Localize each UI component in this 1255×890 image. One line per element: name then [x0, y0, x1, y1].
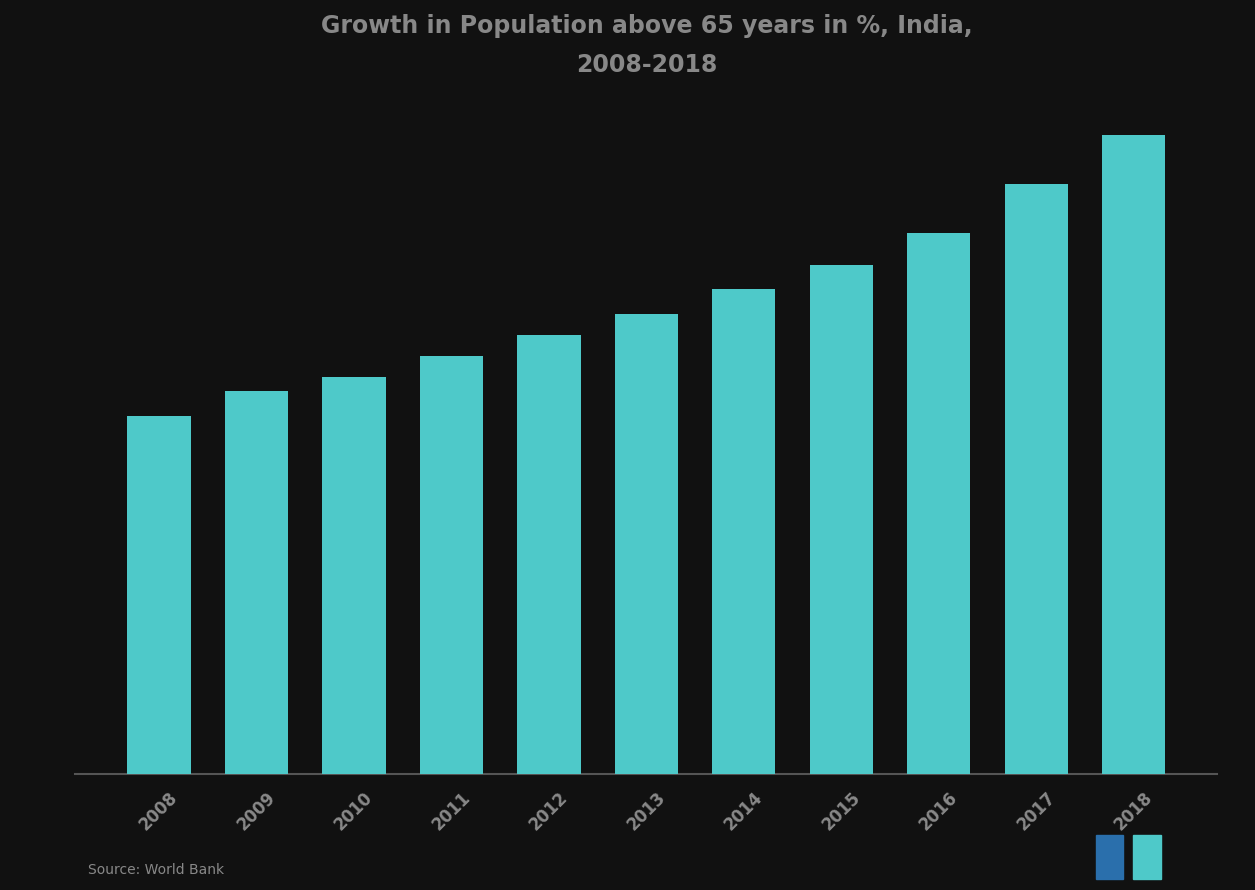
Bar — [907, 233, 970, 774]
Title: Growth in Population above 65 years in %, India,
2008-2018: Growth in Population above 65 years in %… — [320, 14, 973, 77]
Bar — [712, 289, 776, 774]
Polygon shape — [1133, 835, 1161, 878]
Text: Source: World Bank: Source: World Bank — [88, 862, 223, 877]
Bar — [127, 416, 191, 774]
Bar — [1102, 135, 1166, 774]
Bar — [809, 265, 873, 774]
Bar — [517, 336, 581, 774]
Bar — [1004, 184, 1068, 774]
Bar — [615, 314, 678, 774]
Bar — [225, 392, 289, 774]
Bar — [419, 356, 483, 774]
Bar — [323, 377, 385, 774]
Polygon shape — [1096, 835, 1123, 878]
